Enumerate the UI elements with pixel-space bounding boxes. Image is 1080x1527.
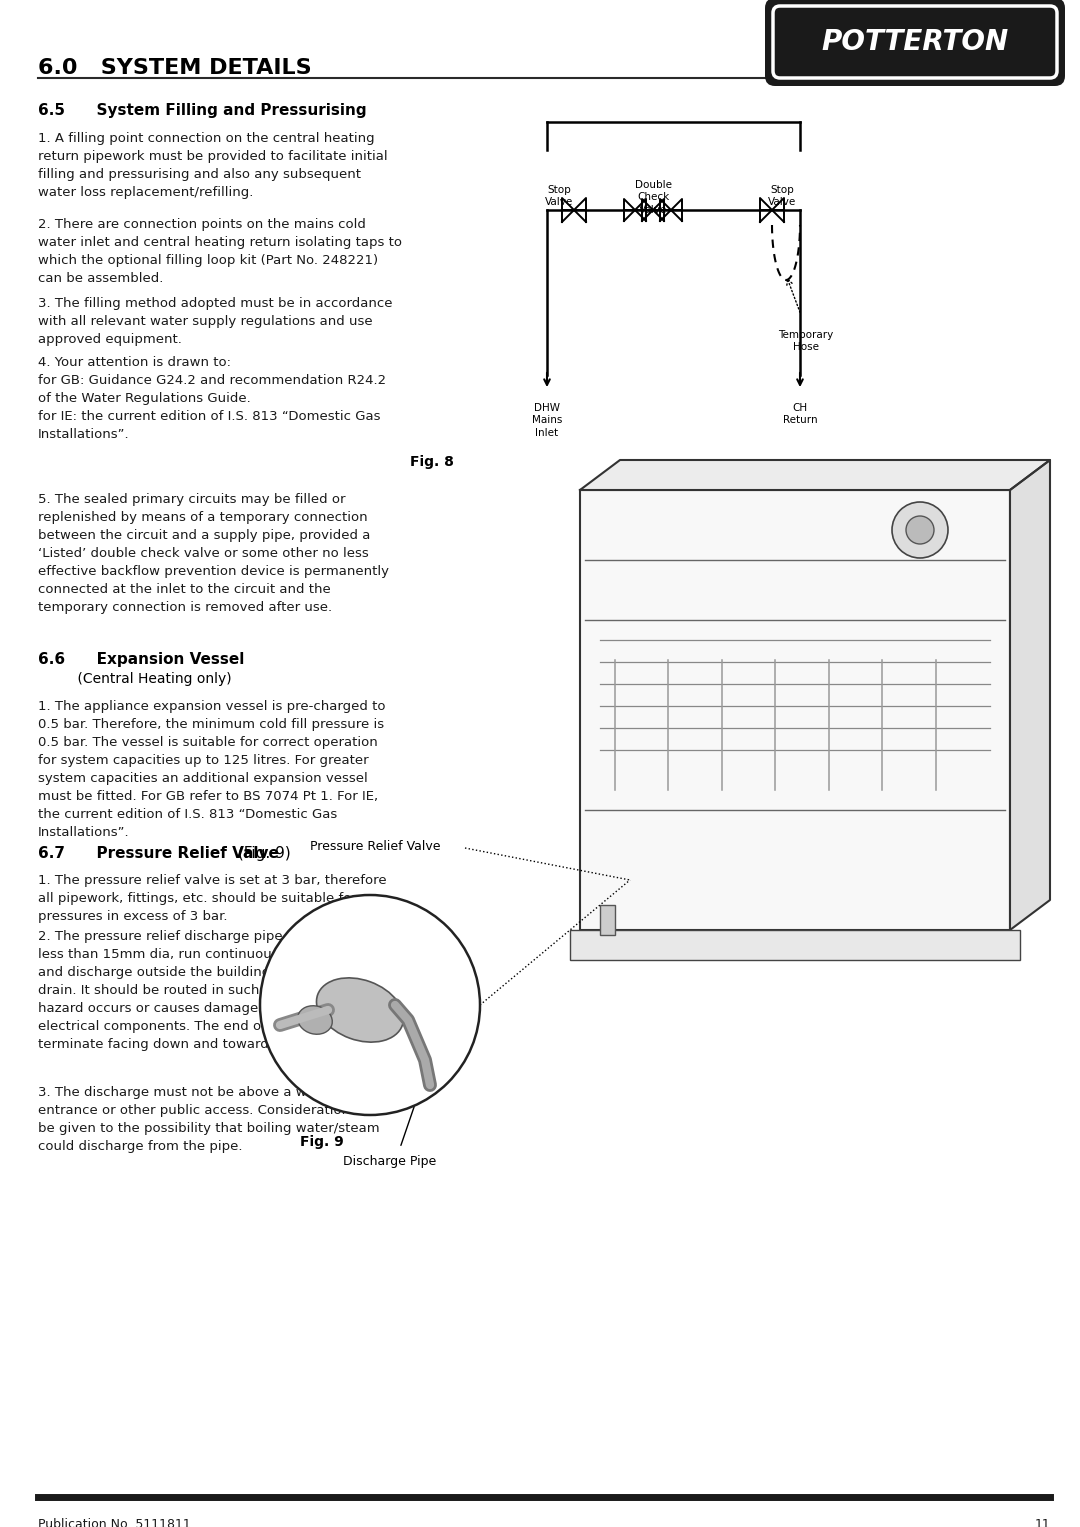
Circle shape xyxy=(906,516,934,544)
Text: Pressure Relief Valve: Pressure Relief Valve xyxy=(310,840,441,854)
Text: Fig. 9: Fig. 9 xyxy=(300,1135,343,1148)
Text: Discharge Pipe: Discharge Pipe xyxy=(343,1154,436,1168)
Text: 6.7      Pressure Relief Valve: 6.7 Pressure Relief Valve xyxy=(38,846,279,861)
Text: 5. The sealed primary circuits may be filled or
replenished by means of a tempor: 5. The sealed primary circuits may be fi… xyxy=(38,493,389,614)
Text: 2. The pressure relief discharge pipe should be not
less than 15mm dia, run cont: 2. The pressure relief discharge pipe sh… xyxy=(38,930,394,1051)
Text: 2. There are connection points on the mains cold
water inlet and central heating: 2. There are connection points on the ma… xyxy=(38,218,402,286)
Circle shape xyxy=(892,502,948,557)
Text: Stop
Valve: Stop Valve xyxy=(768,185,796,208)
Text: 1. A filling point connection on the central heating
return pipework must be pro: 1. A filling point connection on the cen… xyxy=(38,131,388,199)
Bar xyxy=(600,906,615,935)
Text: CH
Return: CH Return xyxy=(783,403,818,426)
Text: 11: 11 xyxy=(1035,1518,1050,1527)
Text: 6.6      Expansion Vessel: 6.6 Expansion Vessel xyxy=(38,652,244,667)
Text: 3. The filling method adopted must be in accordance
with all relevant water supp: 3. The filling method adopted must be in… xyxy=(38,296,392,347)
Text: 3. The discharge must not be above a window,
entrance or other public access. Co: 3. The discharge must not be above a win… xyxy=(38,1086,388,1153)
Text: DHW
Mains
Inlet: DHW Mains Inlet xyxy=(531,403,563,438)
Text: Publication No. 5111811: Publication No. 5111811 xyxy=(38,1518,191,1527)
Text: 6.0   SYSTEM DETAILS: 6.0 SYSTEM DETAILS xyxy=(38,58,312,78)
Text: Stop
Valve: Stop Valve xyxy=(545,185,573,208)
Ellipse shape xyxy=(298,1006,333,1034)
Ellipse shape xyxy=(316,977,404,1041)
Text: Temporary
Hose: Temporary Hose xyxy=(779,330,834,353)
Bar xyxy=(580,490,1010,930)
FancyBboxPatch shape xyxy=(765,0,1065,86)
Text: 6.5      System Filling and Pressurising: 6.5 System Filling and Pressurising xyxy=(38,102,366,118)
Text: 1. The pressure relief valve is set at 3 bar, therefore
all pipework, fittings, : 1. The pressure relief valve is set at 3… xyxy=(38,873,387,922)
Bar xyxy=(570,930,1020,960)
Text: (Fig. 9): (Fig. 9) xyxy=(233,846,291,861)
Text: 4. Your attention is drawn to:
for GB: Guidance G24.2 and recommendation R24.2
o: 4. Your attention is drawn to: for GB: G… xyxy=(38,356,387,441)
Text: POTTERTON: POTTERTON xyxy=(822,27,1009,56)
Text: (Central Heating only): (Central Heating only) xyxy=(38,672,231,686)
Text: Fig. 8: Fig. 8 xyxy=(410,455,454,469)
Polygon shape xyxy=(1010,460,1050,930)
Circle shape xyxy=(260,895,480,1115)
Text: 1. The appliance expansion vessel is pre-charged to
0.5 bar. Therefore, the mini: 1. The appliance expansion vessel is pre… xyxy=(38,699,386,838)
Text: Double
Check
Valve: Double Check Valve xyxy=(635,180,672,215)
Polygon shape xyxy=(580,460,1050,490)
